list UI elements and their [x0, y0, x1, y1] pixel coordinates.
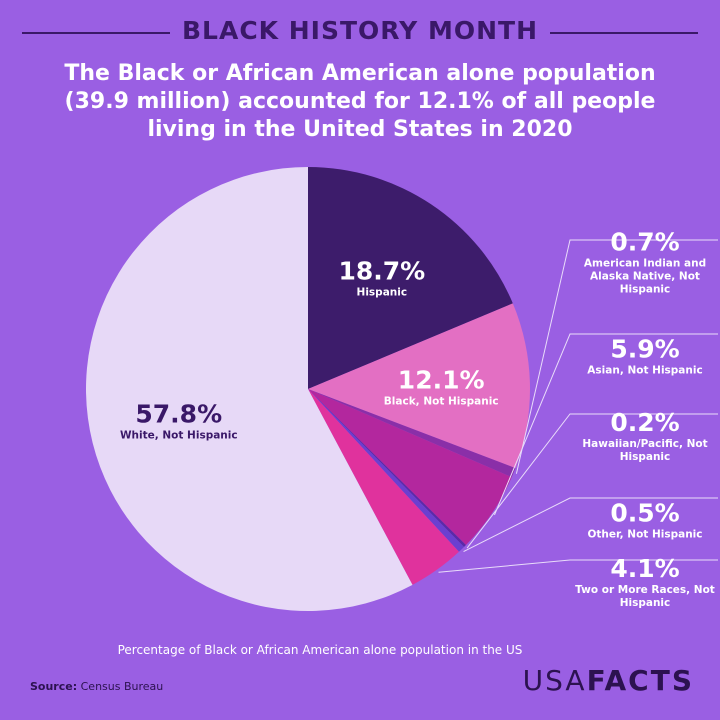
- value-label: 4.1%: [610, 554, 680, 583]
- slice-label: 4.1% Two or More Races, Not Hispanic: [575, 554, 715, 610]
- value-label: 57.8%: [135, 399, 223, 429]
- slice-label: 18.7% Hispanic: [338, 257, 425, 300]
- pie-slice: [308, 389, 459, 585]
- source-label: Source:: [30, 680, 78, 693]
- slice-label: 0.2% Hawaiian/Pacific, Not Hispanic: [575, 408, 715, 464]
- slice-label: 0.7% American Indian and Alaska Native, N…: [575, 228, 715, 297]
- category-label: American Indian and Alaska Native, Not H…: [583, 257, 707, 296]
- logo: USAFACTS: [523, 664, 694, 697]
- value-label: 12.1%: [397, 365, 485, 395]
- value-label: 18.7%: [338, 256, 426, 286]
- pie-slice: [85, 167, 413, 611]
- pie-slice: [308, 389, 512, 545]
- pie-slice: [308, 389, 516, 478]
- value-label: 0.2%: [610, 408, 680, 437]
- connector: [463, 497, 718, 553]
- category-label: Black, Not Hispanic: [383, 395, 499, 408]
- headline: The Black or African American alone popu…: [64, 61, 656, 142]
- category-label: Other, Not Hispanic: [587, 528, 703, 541]
- slice-label: 5.9% Asian, Not Hispanic: [575, 335, 715, 378]
- logo-b: FACTS: [586, 664, 694, 697]
- slice-label: 0.5% Other, Not Hispanic: [575, 499, 715, 542]
- pie-slice: [308, 167, 513, 389]
- pie-slice: [308, 389, 466, 547]
- kicker: BLACK HISTORY MONTH: [181, 16, 538, 45]
- value-label: 0.5%: [610, 498, 680, 528]
- connector: [438, 559, 718, 573]
- slice-label: 12.1% Black, Not Hispanic: [384, 365, 499, 408]
- slice-label: 57.8% White, Not Hispanic: [120, 400, 238, 443]
- category-label: Two or More Races, Not Hispanic: [575, 584, 715, 609]
- caption: Percentage of Black or African American …: [117, 643, 523, 657]
- connector: [515, 239, 718, 474]
- source: Source: Census Bureau: [30, 680, 163, 693]
- category-label: Asian, Not Hispanic: [587, 364, 703, 377]
- source-text: Census Bureau: [80, 680, 164, 693]
- connector: [466, 413, 718, 549]
- pie-slice: [308, 303, 531, 469]
- pie-slice: [308, 389, 464, 552]
- category-label: White, Not Hispanic: [119, 429, 238, 442]
- value-label: 0.7%: [610, 227, 680, 257]
- logo-a: USA: [522, 664, 587, 697]
- connector: [494, 333, 718, 516]
- category-label: Hispanic: [356, 286, 408, 299]
- value-label: 5.9%: [610, 334, 680, 364]
- category-label: Hawaiian/Pacific, Not Hispanic: [582, 438, 708, 463]
